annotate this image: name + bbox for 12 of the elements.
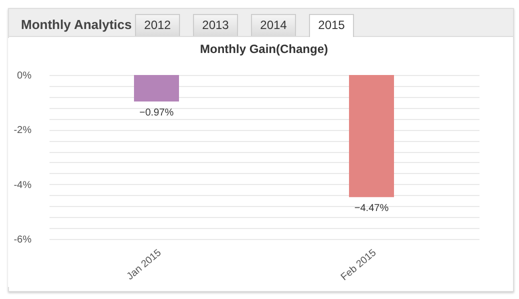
y-tick-label: -6% xyxy=(14,234,32,246)
text: 2012 xyxy=(135,14,180,36)
y-tick-label: -4% xyxy=(14,180,32,191)
chart-title: Monthly Gain(Change) xyxy=(200,42,328,56)
y-tick-label: 0% xyxy=(17,70,32,82)
text: 2015 xyxy=(309,14,354,37)
text: Monthly Analytics xyxy=(21,16,132,34)
data-label: −4.47% xyxy=(354,203,389,214)
data-label: −0.97% xyxy=(139,108,174,119)
text: 2014 xyxy=(251,14,296,36)
text: 2013 xyxy=(193,14,238,36)
y-tick-label: -2% xyxy=(14,125,32,136)
